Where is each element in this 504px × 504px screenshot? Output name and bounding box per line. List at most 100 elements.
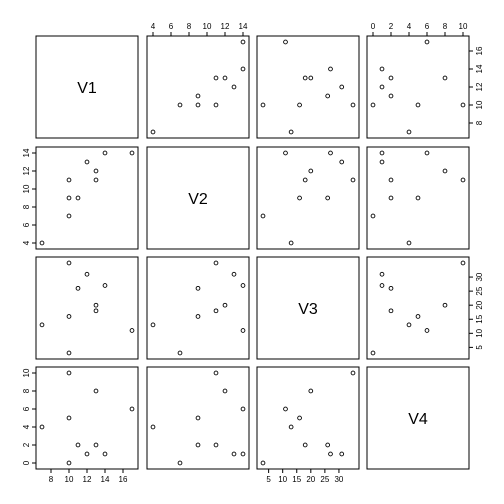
point-V3-vs-V2-8 [240, 283, 246, 288]
point-V1-vs-V3-0 [288, 129, 294, 135]
tick-label-bottom-V3-15: 15 [292, 475, 301, 484]
diagonal-label-V3: V3 [298, 301, 318, 318]
point-V3-vs-V4-4 [388, 285, 394, 291]
panel-frame-V2-V3 [256, 146, 360, 250]
tick-label-bottom-V1-10: 10 [65, 475, 74, 484]
panel-frame-V1-V1 [35, 35, 139, 139]
point-V4-vs-V3-8 [328, 451, 333, 457]
point-V2-vs-V1-1 [66, 195, 72, 201]
point-V3-vs-V4-7 [442, 302, 448, 308]
panel-frame-V2-V2 [146, 146, 250, 250]
point-V2-vs-V4-6 [388, 177, 394, 183]
tick-label-bottom-V3-25: 25 [320, 475, 329, 484]
point-V2-vs-V4-1 [415, 195, 421, 201]
tick-label-right-V1-16: 16 [475, 46, 484, 55]
point-V3-vs-V1-8 [102, 283, 108, 288]
tick-label-top-V4-2: 2 [389, 22, 394, 31]
point-V2-vs-V4-9 [424, 150, 430, 156]
point-V4-vs-V1-2 [66, 460, 72, 466]
point-V2-vs-V3-9 [283, 150, 288, 156]
point-V4-vs-V2-5 [231, 451, 237, 457]
point-V3-vs-V1-3 [66, 260, 72, 266]
point-V2-vs-V1-6 [93, 177, 99, 183]
point-V2-vs-V4-7 [442, 168, 448, 174]
point-V1-vs-V3-9 [283, 39, 288, 45]
point-V1-vs-V2-9 [240, 39, 246, 45]
tick-label-right-V1-8: 8 [475, 120, 484, 125]
tick-label-bottom-V1-14: 14 [101, 475, 110, 484]
tick-label-bottom-V1-16: 16 [119, 475, 128, 484]
point-V4-vs-V2-2 [177, 460, 183, 466]
point-V1-vs-V3-5 [339, 84, 345, 90]
point-V4-vs-V2-0 [150, 424, 156, 430]
point-V4-vs-V2-4 [195, 442, 201, 448]
point-V2-vs-V1-2 [66, 213, 72, 219]
point-V4-vs-V1-9 [129, 406, 135, 412]
point-V4-vs-V3-5 [339, 451, 345, 457]
point-V3-vs-V2-1 [195, 314, 201, 319]
tick-label-right-V3-30: 30 [475, 272, 484, 281]
tick-label-bottom-V3-5: 5 [266, 475, 271, 484]
point-V4-vs-V1-5 [84, 451, 90, 457]
point-V3-vs-V2-4 [195, 285, 201, 291]
point-V2-vs-V3-1 [297, 195, 302, 201]
point-V2-vs-V1-5 [84, 159, 90, 165]
panel-frame-V3-V3 [256, 256, 360, 360]
point-V2-vs-V3-3 [350, 177, 356, 183]
panel-frame-V4-V4 [366, 366, 470, 470]
tick-label-top-V2-4: 4 [151, 22, 156, 31]
panel-frame-V1-V2 [146, 35, 250, 139]
point-V3-vs-V1-6 [93, 308, 99, 314]
point-V1-vs-V2-3 [213, 102, 219, 108]
tick-label-left-V2-10: 10 [22, 184, 31, 193]
point-V4-vs-V1-6 [93, 442, 99, 448]
tick-label-bottom-V3-10: 10 [278, 475, 287, 484]
point-V4-vs-V3-0 [288, 424, 294, 430]
point-V1-vs-V4-4 [388, 93, 394, 99]
tick-label-top-V2-8: 8 [187, 22, 192, 31]
point-V2-vs-V1-0 [39, 240, 45, 246]
point-V1-vs-V4-8 [379, 66, 385, 72]
tick-label-left-V4-4: 4 [22, 424, 31, 429]
point-V4-vs-V3-1 [297, 415, 302, 421]
point-V1-vs-V4-3 [460, 102, 466, 108]
panel-frame-V1-V4 [366, 35, 470, 139]
point-V1-vs-V2-7 [222, 75, 228, 81]
point-V4-vs-V3-2 [260, 460, 266, 466]
tick-label-right-V3-20: 20 [475, 300, 484, 309]
point-V4-vs-V2-7 [222, 388, 228, 394]
tick-label-right-V3-10: 10 [475, 328, 484, 337]
point-V3-vs-V1-9 [129, 328, 135, 333]
tick-label-left-V4-0: 0 [22, 460, 31, 465]
tick-label-right-V3-15: 15 [475, 314, 484, 323]
point-V1-vs-V4-1 [415, 102, 421, 108]
point-V4-vs-V2-1 [195, 415, 201, 421]
point-V1-vs-V3-3 [350, 102, 356, 108]
tick-label-left-V2-12: 12 [22, 166, 31, 175]
point-V1-vs-V2-1 [195, 102, 201, 108]
panel-frame-V2-V4 [366, 146, 470, 250]
point-V3-vs-V4-3 [460, 260, 466, 266]
tick-label-left-V4-6: 6 [22, 406, 31, 411]
tick-label-left-V2-14: 14 [22, 148, 31, 157]
tick-label-top-V4-10: 10 [459, 22, 468, 31]
tick-label-right-V3-5: 5 [475, 345, 484, 350]
point-V1-vs-V2-4 [195, 93, 201, 99]
tick-label-left-V2-6: 6 [22, 222, 31, 227]
tick-label-top-V2-6: 6 [169, 22, 174, 31]
point-V2-vs-V4-5 [379, 159, 385, 165]
point-V4-vs-V3-6 [302, 442, 308, 448]
point-V1-vs-V4-2 [370, 102, 376, 108]
point-V3-vs-V4-1 [415, 314, 421, 319]
point-V2-vs-V3-4 [325, 195, 331, 201]
diagonal-label-V4: V4 [408, 411, 428, 428]
point-V1-vs-V3-4 [325, 93, 331, 99]
point-V4-vs-V2-3 [213, 370, 219, 376]
panel-frame-V1-V3 [256, 35, 360, 139]
panel-frame-V4-V3 [256, 366, 360, 470]
tick-label-left-V2-4: 4 [22, 240, 31, 245]
point-V2-vs-V1-7 [93, 168, 99, 174]
tick-label-bottom-V1-8: 8 [49, 475, 54, 484]
point-V3-vs-V2-7 [222, 302, 228, 308]
panel-frame-V3-V2 [146, 256, 250, 360]
